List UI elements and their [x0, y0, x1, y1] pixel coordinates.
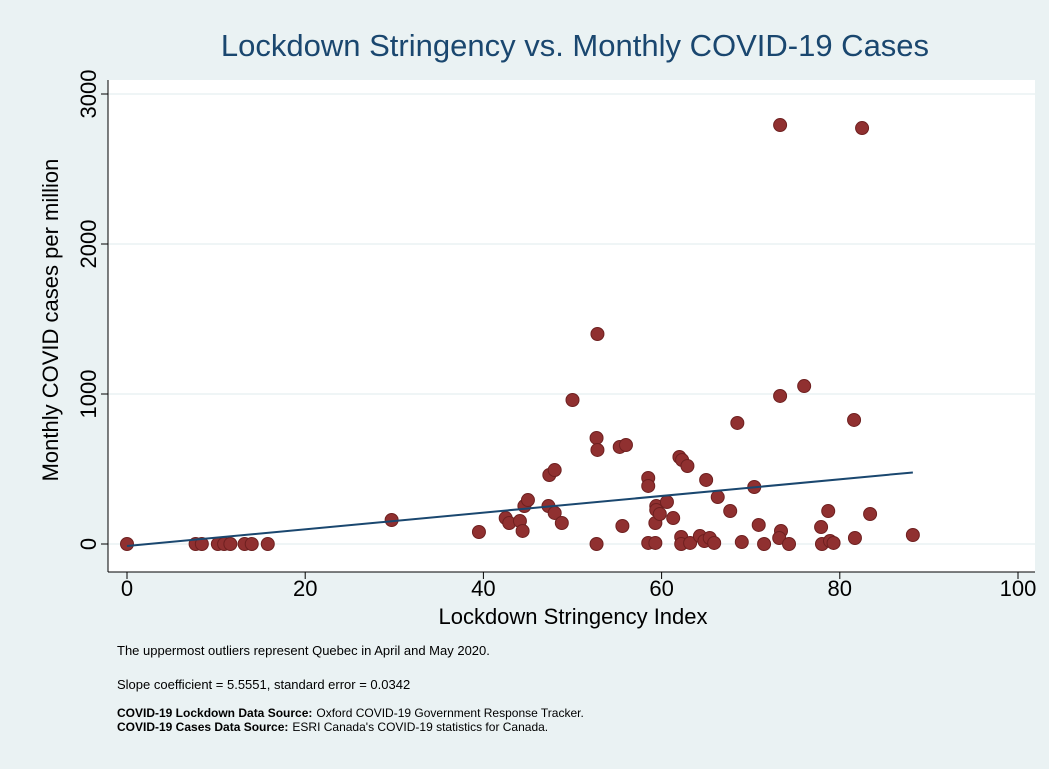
point: [847, 412, 862, 427]
point: [821, 504, 836, 518]
point: [751, 517, 766, 532]
point: [710, 490, 725, 505]
point: [618, 438, 633, 452]
point: [707, 535, 722, 550]
x-tick-label: 40: [471, 576, 495, 601]
point: [615, 519, 630, 533]
y-tick-label: 3000: [76, 70, 101, 119]
point: [554, 516, 569, 530]
x-tick-label: 20: [293, 576, 317, 601]
chart-title: Lockdown Stringency vs. Monthly COVID-19…: [221, 28, 929, 63]
source-label: COVID-19 Cases Data Source:: [117, 720, 289, 734]
y-tick-label: 1000: [76, 370, 101, 419]
x-tick-label: 60: [649, 576, 673, 601]
point: [699, 472, 714, 487]
x-tick-label: 100: [1000, 576, 1037, 601]
point: [855, 121, 870, 136]
point: [847, 531, 862, 545]
point: [683, 535, 698, 550]
point: [194, 537, 209, 551]
point: [680, 459, 695, 473]
source-text: Oxford COVID-19 Government Response Trac…: [316, 706, 584, 720]
source: COVID-19 Lockdown Data Source: Oxford COV…: [117, 706, 584, 720]
y-tick-label: 2000: [76, 220, 101, 269]
point: [590, 327, 605, 341]
y-axis-label: Monthly COVID cases per million: [38, 159, 63, 482]
point: [814, 520, 829, 535]
x-tick-label: 80: [828, 576, 852, 601]
point: [666, 511, 681, 526]
chart: Lockdown Stringency vs. Monthly COVID-19…: [38, 28, 1037, 629]
point: [905, 528, 920, 542]
point: [589, 430, 604, 445]
x-tick-label: 0: [121, 576, 133, 601]
point: [589, 537, 604, 551]
x-axis-label: Lockdown Stringency Index: [438, 604, 707, 629]
point: [734, 535, 749, 550]
fit-line: [126, 471, 913, 547]
point: [471, 525, 486, 539]
point: [648, 535, 663, 550]
point: [520, 493, 535, 508]
point: [547, 463, 562, 478]
point: [260, 537, 275, 551]
point: [773, 388, 788, 403]
point: [515, 523, 530, 538]
y-tick-label: 0: [76, 538, 101, 550]
source-text: ESRI Canada's COVID-19 statistics for Ca…: [292, 720, 549, 734]
point: [773, 118, 788, 133]
point: [797, 379, 812, 394]
point: [826, 535, 841, 550]
point: [730, 415, 745, 430]
point: [659, 495, 674, 509]
point: [565, 393, 580, 407]
point: [641, 478, 656, 493]
source: COVID-19 Cases Data Source: ESRI Canada's…: [117, 720, 548, 734]
point: [782, 537, 797, 551]
point: [863, 507, 878, 521]
point: [723, 504, 738, 518]
note: The uppermost outliers represent Quebec …: [117, 643, 490, 658]
point: [757, 537, 772, 551]
point: [244, 537, 259, 551]
point: [120, 537, 134, 551]
plot-area: [108, 80, 1035, 572]
point: [652, 507, 667, 521]
source-label: COVID-19 Lockdown Data Source:: [117, 706, 313, 720]
point: [223, 537, 238, 551]
point: [590, 442, 605, 457]
note: Slope coefficient = 5.5551, standard err…: [117, 677, 411, 692]
